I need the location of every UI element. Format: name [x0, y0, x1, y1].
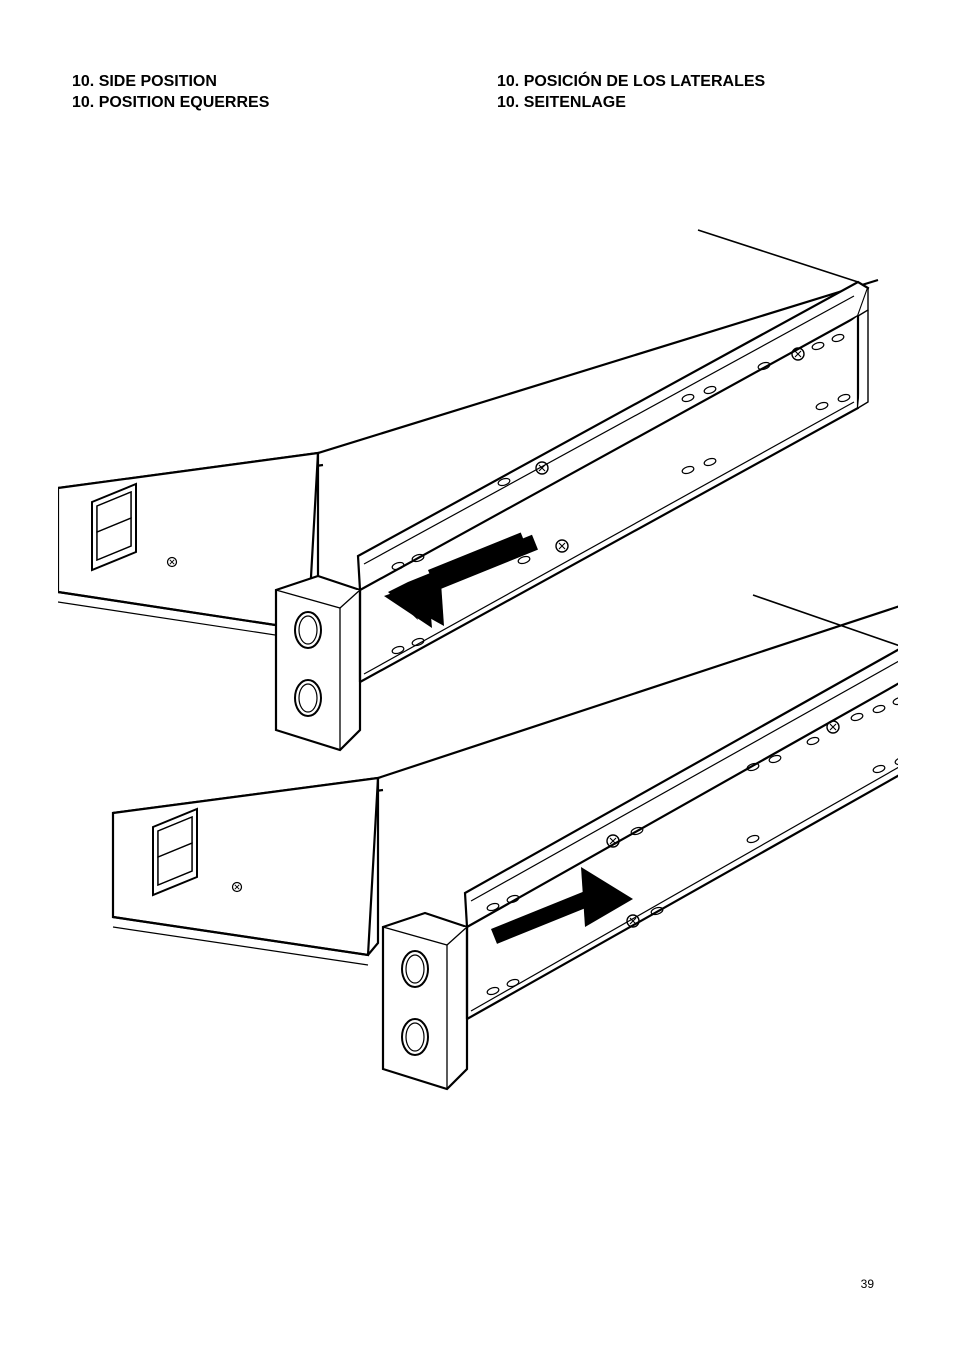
assembly-top — [58, 230, 878, 750]
assembly-bottom — [113, 595, 898, 1089]
assembly-diagram — [58, 220, 898, 1100]
heading-fr: 10. POSITION EQUERRES — [72, 93, 457, 114]
heading-en: 10. SIDE POSITION — [72, 72, 457, 93]
section-headings: 10. SIDE POSITION 10. POSITION EQUERRES … — [72, 72, 882, 114]
headings-right-column: 10. POSICIÓN DE LOS LATERALES 10. SEITEN… — [457, 72, 882, 114]
page-number: 39 — [861, 1277, 874, 1291]
heading-de: 10. SEITENLAGE — [497, 93, 882, 114]
manual-page: 10. SIDE POSITION 10. POSITION EQUERRES … — [0, 0, 954, 1351]
heading-es: 10. POSICIÓN DE LOS LATERALES — [497, 72, 882, 93]
headings-left-column: 10. SIDE POSITION 10. POSITION EQUERRES — [72, 72, 457, 114]
